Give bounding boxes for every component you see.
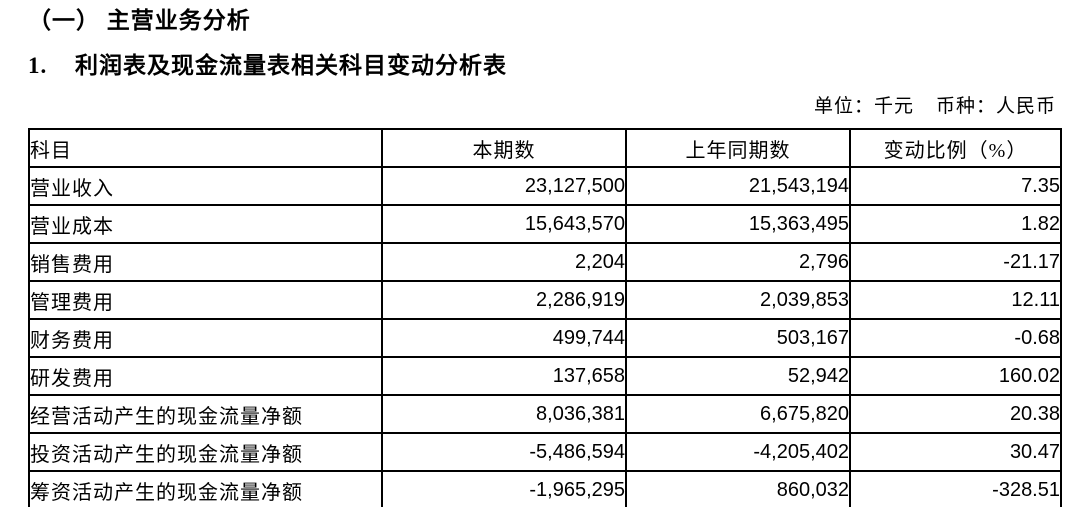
current-period-cell: 15,643,570 bbox=[381, 204, 627, 244]
table-row: 销售费用 2,204 2,796 -21.17 bbox=[28, 242, 1062, 282]
subject-cell: 财务费用 bbox=[28, 318, 383, 358]
table-row: 研发费用 137,658 52,942 160.02 bbox=[28, 356, 1062, 396]
table-row: 营业收入 23,127,500 21,543,194 7.35 bbox=[28, 166, 1062, 206]
section-heading: （一） 主营业务分析 bbox=[28, 8, 251, 33]
analysis-table: 科目 本期数 上年同期数 变动比例（%） 营业收入 23,127,500 21,… bbox=[28, 128, 1062, 507]
prior-period-cell: 860,032 bbox=[625, 470, 851, 507]
table-title: 利润表及现金流量表相关科目变动分析表 bbox=[75, 53, 507, 78]
subject-cell: 管理费用 bbox=[28, 280, 383, 320]
subject-cell: 销售费用 bbox=[28, 242, 383, 282]
currency-note: 币种：人民币 bbox=[935, 96, 1056, 117]
prior-period-cell: 15,363,495 bbox=[625, 204, 851, 244]
subject-cell: 经营活动产生的现金流量净额 bbox=[28, 394, 383, 434]
current-period-cell: 2,204 bbox=[381, 242, 627, 282]
column-header-change-ratio: 变动比例（%） bbox=[849, 128, 1062, 168]
current-period-cell: -1,965,295 bbox=[381, 470, 627, 507]
subject-cell: 营业收入 bbox=[28, 166, 383, 206]
prior-period-cell: 52,942 bbox=[625, 356, 851, 396]
change-ratio-cell: -0.68 bbox=[849, 318, 1062, 358]
prior-period-cell: -4,205,402 bbox=[625, 432, 851, 472]
table-title-line: 1. 利润表及现金流量表相关科目变动分析表 bbox=[28, 51, 1062, 81]
change-ratio-cell: 12.11 bbox=[849, 280, 1062, 320]
table-header-row: 科目 本期数 上年同期数 变动比例（%） bbox=[28, 128, 1062, 168]
current-period-cell: 137,658 bbox=[381, 356, 627, 396]
change-ratio-cell: 7.35 bbox=[849, 166, 1062, 206]
current-period-cell: 8,036,381 bbox=[381, 394, 627, 434]
current-period-cell: 23,127,500 bbox=[381, 166, 627, 206]
prior-period-cell: 503,167 bbox=[625, 318, 851, 358]
change-ratio-cell: 160.02 bbox=[849, 356, 1062, 396]
column-header-current-period: 本期数 bbox=[381, 128, 627, 168]
current-period-cell: 499,744 bbox=[381, 318, 627, 358]
change-ratio-cell: -328.51 bbox=[849, 470, 1062, 507]
column-header-subject: 科目 bbox=[28, 128, 383, 168]
change-ratio-cell: 20.38 bbox=[849, 394, 1062, 434]
table-row: 筹资活动产生的现金流量净额 -1,965,295 860,032 -328.51 bbox=[28, 470, 1062, 507]
subject-cell: 营业成本 bbox=[28, 204, 383, 244]
table-row: 财务费用 499,744 503,167 -0.68 bbox=[28, 318, 1062, 358]
table-row: 管理费用 2,286,919 2,039,853 12.11 bbox=[28, 280, 1062, 320]
prior-period-cell: 6,675,820 bbox=[625, 394, 851, 434]
subject-cell: 筹资活动产生的现金流量净额 bbox=[28, 470, 383, 507]
subject-cell: 投资活动产生的现金流量净额 bbox=[28, 432, 383, 472]
current-period-cell: 2,286,919 bbox=[381, 280, 627, 320]
unit-line: 单位：千元 币种：人民币 bbox=[28, 94, 1062, 119]
list-number: 1. bbox=[28, 53, 48, 78]
prior-period-cell: 21,543,194 bbox=[625, 166, 851, 206]
change-ratio-cell: 30.47 bbox=[849, 432, 1062, 472]
column-header-prior-period: 上年同期数 bbox=[625, 128, 851, 168]
table-row: 投资活动产生的现金流量净额 -5,486,594 -4,205,402 30.4… bbox=[28, 432, 1062, 472]
unit-note: 单位：千元 bbox=[813, 96, 914, 117]
table-row: 经营活动产生的现金流量净额 8,036,381 6,675,820 20.38 bbox=[28, 394, 1062, 434]
prior-period-cell: 2,039,853 bbox=[625, 280, 851, 320]
table-row: 营业成本 15,643,570 15,363,495 1.82 bbox=[28, 204, 1062, 244]
subject-cell: 研发费用 bbox=[28, 356, 383, 396]
prior-period-cell: 2,796 bbox=[625, 242, 851, 282]
change-ratio-cell: 1.82 bbox=[849, 204, 1062, 244]
change-ratio-cell: -21.17 bbox=[849, 242, 1062, 282]
current-period-cell: -5,486,594 bbox=[381, 432, 627, 472]
